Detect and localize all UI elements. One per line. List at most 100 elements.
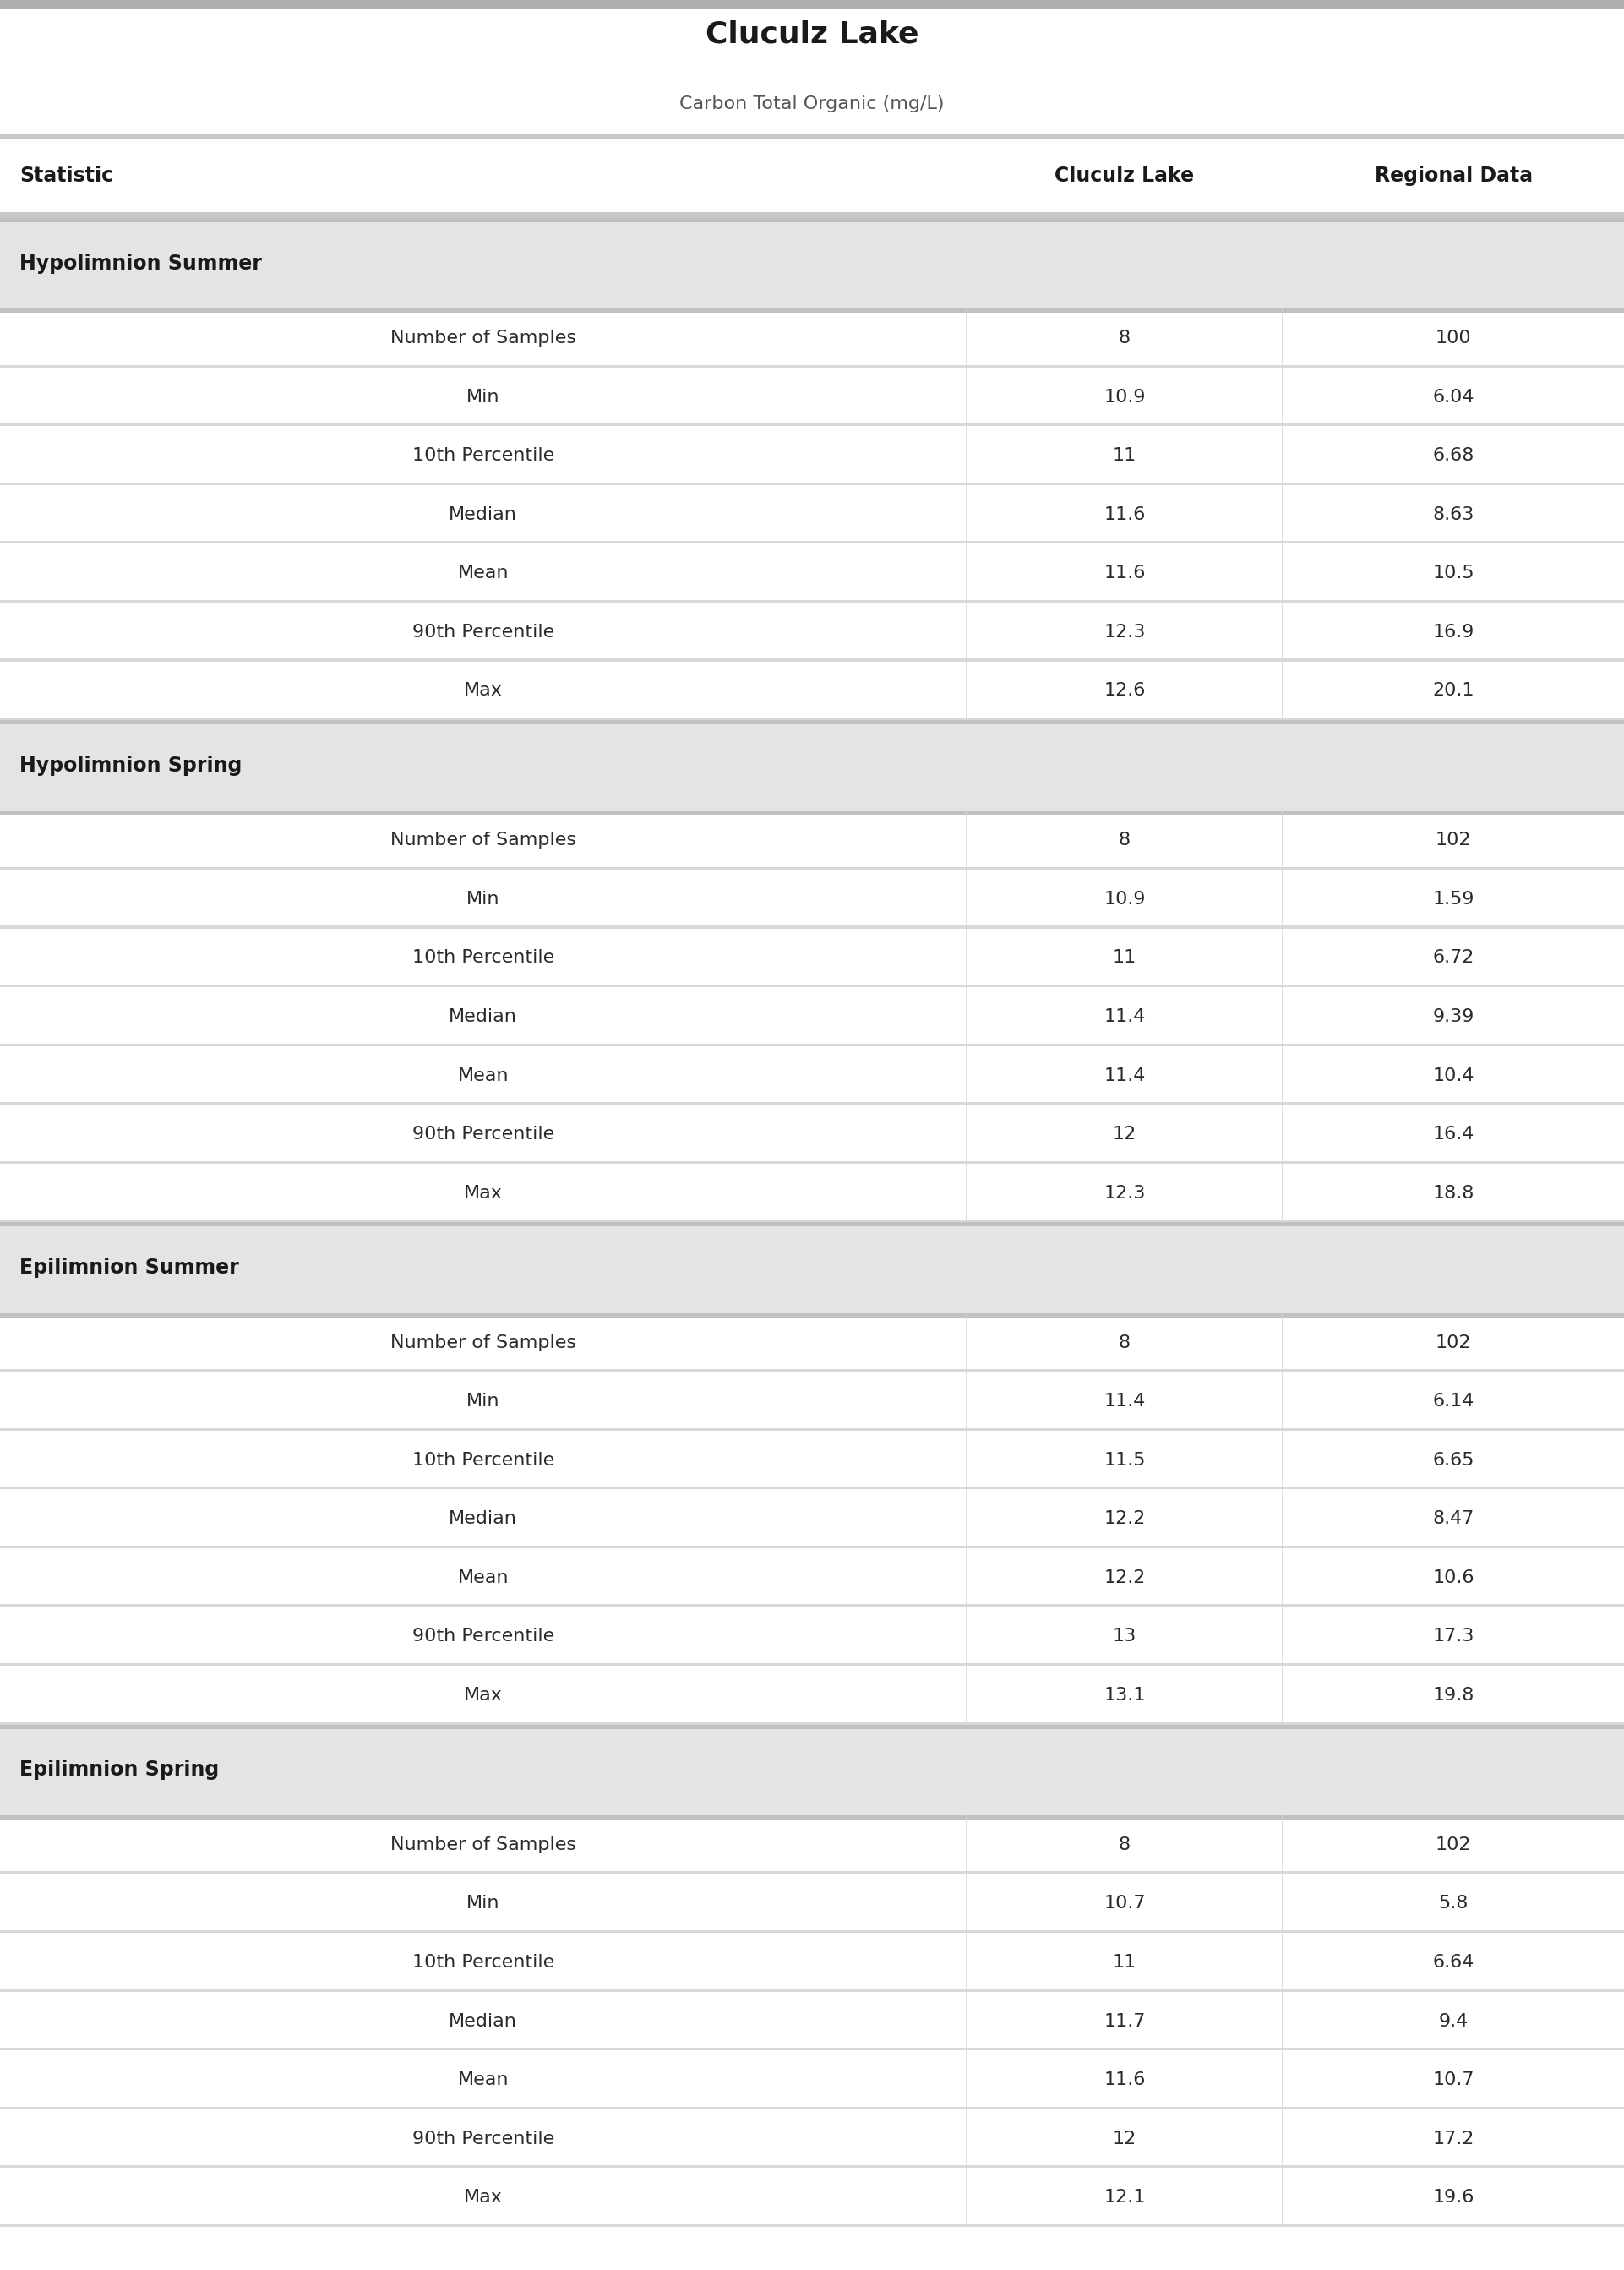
Text: 8.63: 8.63 [1432, 506, 1475, 522]
Text: 11.6: 11.6 [1104, 506, 1145, 522]
Bar [0, 486, 1624, 545]
Text: 10.5: 10.5 [1432, 565, 1475, 581]
Text: Median: Median [448, 2013, 518, 2029]
Text: 8: 8 [1119, 1335, 1130, 1351]
Text: 12.6: 12.6 [1104, 683, 1145, 699]
Bar [0, 2166, 1624, 2168]
Bar [0, 720, 1624, 724]
Bar [0, 1219, 1624, 1224]
Text: 6.65: 6.65 [1432, 1453, 1475, 1469]
Text: 90th Percentile: 90th Percentile [412, 1126, 554, 1142]
Bar [0, 1546, 1624, 1548]
Bar [0, 218, 1624, 309]
Text: Min: Min [466, 1394, 500, 1410]
Bar [0, 2050, 1624, 2109]
Text: 102: 102 [1436, 1836, 1471, 1852]
Text: Median: Median [448, 1008, 518, 1026]
Bar [0, 134, 1624, 138]
Text: 10.4: 10.4 [1432, 1067, 1475, 1083]
Bar [0, 1548, 1624, 1607]
Text: 19.8: 19.8 [1432, 1687, 1475, 1705]
Text: 11.5: 11.5 [1104, 1453, 1145, 1469]
Bar [0, 0, 1624, 9]
Text: 10.9: 10.9 [1104, 890, 1145, 908]
Text: Median: Median [448, 1510, 518, 1528]
Bar [0, 1875, 1624, 1934]
Text: 10th Percentile: 10th Percentile [412, 949, 554, 967]
Text: 10.7: 10.7 [1104, 1895, 1145, 1911]
Text: 6.68: 6.68 [1432, 447, 1475, 463]
Bar [0, 1930, 1624, 1934]
Bar [0, 481, 1624, 486]
Text: 10.9: 10.9 [1104, 388, 1145, 406]
Text: Mean: Mean [458, 1569, 508, 1587]
Bar [0, 2225, 1624, 2227]
Text: 90th Percentile: 90th Percentile [412, 624, 554, 640]
Text: 8: 8 [1119, 329, 1130, 347]
Bar [0, 1160, 1624, 1165]
Text: 19.6: 19.6 [1432, 2188, 1475, 2206]
Text: 6.04: 6.04 [1432, 388, 1475, 406]
Bar [0, 218, 1624, 222]
Text: Min: Min [466, 890, 500, 908]
Bar [0, 987, 1624, 1046]
Bar [0, 661, 1624, 720]
Bar [0, 1723, 1624, 1725]
Bar [0, 1487, 1624, 1489]
Bar [0, 1934, 1624, 1991]
Text: 8: 8 [1119, 831, 1130, 849]
Text: Number of Samples: Number of Samples [390, 1335, 577, 1351]
Text: 10.7: 10.7 [1432, 2073, 1475, 2088]
Bar [0, 1607, 1624, 1666]
Text: Median: Median [448, 506, 518, 522]
Text: Max: Max [464, 2188, 502, 2206]
Text: 6.14: 6.14 [1432, 1394, 1475, 1410]
Text: 11: 11 [1112, 447, 1137, 463]
Bar [0, 810, 1624, 815]
Text: 16.4: 16.4 [1432, 1126, 1475, 1142]
Text: Number of Samples: Number of Samples [390, 329, 577, 347]
Bar [0, 1314, 1624, 1317]
Bar [0, 1044, 1624, 1046]
Text: 17.2: 17.2 [1432, 2129, 1475, 2147]
Bar [0, 1666, 1624, 1725]
Text: Max: Max [464, 1185, 502, 1201]
Text: 11.4: 11.4 [1104, 1394, 1145, 1410]
Bar [0, 1314, 1624, 1371]
Bar [0, 1428, 1624, 1430]
Text: 10.6: 10.6 [1432, 1569, 1475, 1587]
Bar [0, 424, 1624, 427]
Text: Mean: Mean [458, 565, 508, 581]
Text: 10th Percentile: 10th Percentile [412, 1954, 554, 1970]
Bar [0, 1664, 1624, 1666]
Text: Hypolimnion Summer: Hypolimnion Summer [19, 254, 261, 272]
Text: 6.64: 6.64 [1432, 1954, 1475, 1970]
Bar [0, 1725, 1624, 1816]
Bar [0, 658, 1624, 661]
Bar [0, 1046, 1624, 1105]
Bar [0, 867, 1624, 869]
Bar [0, 2048, 1624, 2050]
Text: 9.4: 9.4 [1439, 2013, 1468, 2029]
Bar [0, 138, 1624, 213]
Text: Number of Samples: Number of Samples [390, 831, 577, 849]
Bar [0, 1369, 1624, 1371]
Text: Min: Min [466, 1895, 500, 1911]
Text: 11.7: 11.7 [1104, 2013, 1145, 2029]
Text: 13: 13 [1112, 1628, 1137, 1646]
Bar [0, 213, 1624, 218]
Text: Mean: Mean [458, 1067, 508, 1083]
Text: Carbon Total Organic (mg/L): Carbon Total Organic (mg/L) [679, 95, 945, 114]
Text: 12: 12 [1112, 2129, 1137, 2147]
Text: 17.3: 17.3 [1432, 1628, 1475, 1646]
Text: Epilimnion Summer: Epilimnion Summer [19, 1258, 239, 1278]
Text: 10th Percentile: 10th Percentile [412, 447, 554, 463]
Text: 12.2: 12.2 [1104, 1510, 1145, 1528]
Bar [0, 810, 1624, 869]
Text: 102: 102 [1436, 1335, 1471, 1351]
Text: Cluculz Lake: Cluculz Lake [1056, 166, 1194, 186]
Bar [0, 602, 1624, 661]
Bar [0, 427, 1624, 486]
Bar [0, 2109, 1624, 2168]
Text: Max: Max [464, 1687, 502, 1705]
